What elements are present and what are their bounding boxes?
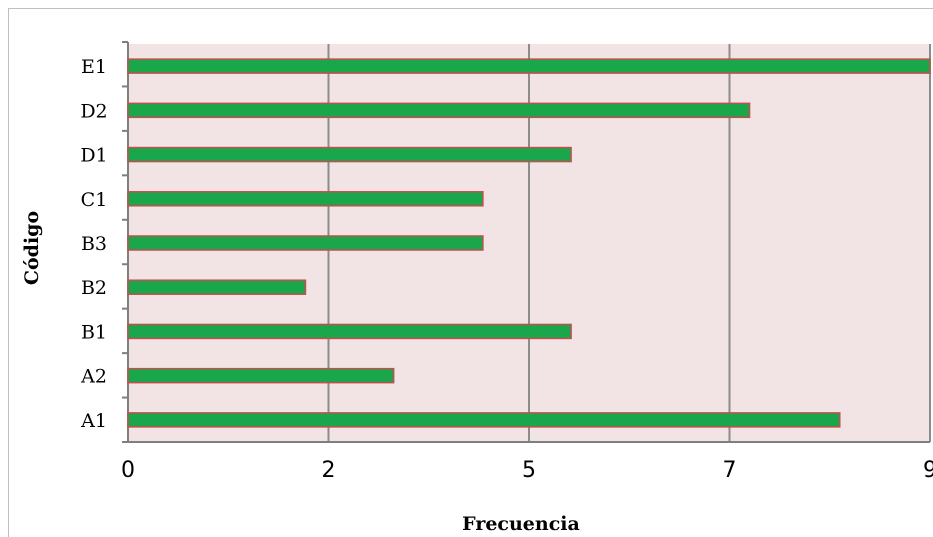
bar-b2 [127, 279, 307, 295]
bar-b1 [127, 323, 572, 340]
x-tick-label: 9 [923, 458, 933, 483]
category-label: D1 [80, 145, 107, 167]
bar-d2 [127, 102, 751, 119]
category-label: B2 [81, 277, 107, 299]
x-tick-label: 7 [723, 458, 737, 483]
category-label: C1 [81, 189, 108, 211]
x-tick-label: 5 [522, 458, 536, 483]
category-label: B3 [81, 233, 107, 255]
bars [127, 58, 931, 428]
bar-c1 [127, 191, 484, 207]
x-tick-labels: 0 2 5 7 9 [121, 458, 933, 483]
category-label: D2 [80, 100, 107, 122]
bar-b3 [127, 235, 484, 251]
category-label: A2 [80, 366, 107, 388]
x-axis-title: Frecuencia [462, 513, 580, 535]
bar-d1 [127, 146, 572, 163]
category-label: B1 [81, 321, 107, 343]
bar-e1 [127, 58, 931, 74]
x-tick-label: 2 [322, 458, 336, 483]
category-label: A1 [80, 410, 107, 432]
chart-frame [8, 8, 933, 537]
bar-a1 [127, 412, 841, 428]
category-label: E1 [81, 56, 107, 78]
category-labels: A1 A2 B1 B2 B3 C1 D1 D2 E1 [80, 56, 108, 432]
bar-a2 [127, 367, 395, 384]
x-tick-label: 0 [121, 458, 135, 483]
y-axis-title: Código [21, 211, 43, 285]
